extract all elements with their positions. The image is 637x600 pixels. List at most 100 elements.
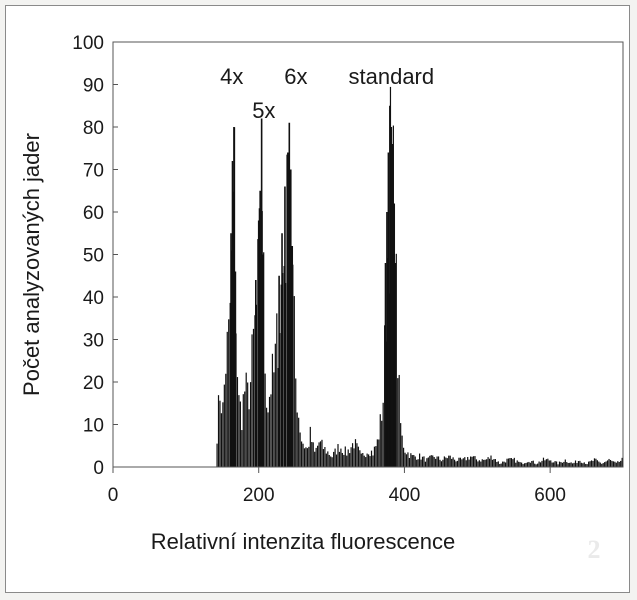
histogram-bar — [593, 458, 596, 467]
histogram-bar — [350, 447, 352, 467]
histogram-bar — [567, 462, 569, 467]
histogram-bar — [376, 439, 378, 467]
histogram-bar — [362, 453, 364, 467]
histogram-bar — [456, 460, 459, 467]
histogram-peak-bar — [233, 127, 235, 467]
histogram-bar — [572, 463, 574, 467]
x-tick-label: 400 — [389, 485, 421, 506]
histogram-bar — [490, 455, 492, 467]
histogram-bar — [318, 442, 320, 467]
watermark-figure-number: 2 — [588, 535, 601, 564]
histogram-bar — [519, 462, 521, 467]
histogram-bar — [344, 446, 346, 467]
histogram-peak-bar — [287, 152, 289, 467]
histogram-bar — [480, 461, 482, 467]
histogram-bar — [245, 372, 247, 467]
histogram-bar — [398, 374, 400, 467]
histogram-bar — [353, 448, 355, 467]
histogram-bar — [464, 457, 466, 467]
y-tick-label: 0 — [93, 458, 104, 479]
histogram-bar — [475, 459, 478, 467]
histogram-bar — [467, 457, 469, 467]
histogram-bar — [309, 426, 311, 467]
histogram-bar — [280, 284, 282, 467]
y-tick-label: 60 — [83, 203, 104, 224]
histogram-bar — [585, 463, 587, 467]
histogram-bar — [606, 460, 609, 467]
histogram-bar — [252, 328, 255, 467]
histogram-bar — [369, 456, 371, 467]
histogram-bar — [378, 439, 380, 467]
x-axis-label: Relativní intenzita fluorescence — [151, 529, 456, 554]
histogram-bar — [618, 461, 620, 467]
histogram-bar — [484, 459, 486, 467]
histogram-peak-bar — [262, 254, 264, 467]
histogram-bar — [472, 456, 475, 467]
histogram-bar — [249, 382, 252, 467]
histogram-bar — [595, 458, 597, 467]
histogram-bar — [611, 460, 613, 467]
histogram-peak-bar — [259, 190, 261, 467]
y-tick-label: 70 — [83, 161, 104, 182]
x-axis-ticks: 0 200 400 600 — [108, 467, 566, 506]
histogram-bar — [241, 430, 243, 467]
histogram-bar — [615, 462, 617, 467]
histogram-bar — [497, 461, 499, 467]
histogram-bar — [220, 413, 223, 467]
histogram-bar — [254, 315, 256, 467]
histogram-bar — [283, 265, 285, 467]
histogram-bar — [414, 456, 416, 467]
y-axis-label: Počet analyzovaných jader — [19, 133, 44, 396]
histogram-bar — [518, 461, 520, 467]
histogram-bar — [448, 455, 450, 467]
histogram-bar — [270, 394, 272, 467]
histogram-bar — [429, 455, 431, 467]
histogram-bar — [305, 447, 307, 467]
histogram-peak-bar — [284, 186, 286, 467]
histogram-bar — [596, 460, 598, 467]
histogram-bar — [553, 462, 555, 467]
histogram-peak-bar — [288, 122, 291, 467]
histogram-bar — [564, 459, 566, 467]
histogram-bar — [325, 453, 327, 467]
peak-annotations: 4x 5x 6x standard — [220, 64, 434, 123]
y-tick-label: 20 — [83, 373, 104, 394]
histogram-bar — [439, 459, 441, 467]
histogram-bar — [589, 461, 591, 467]
histogram-bar — [599, 462, 601, 467]
histogram-bar — [500, 463, 502, 467]
peak-label: 6x — [284, 64, 307, 89]
x-tick-label: 600 — [534, 485, 566, 506]
histogram-bar — [286, 154, 288, 467]
histogram-bar — [381, 420, 383, 467]
histogram-bar — [561, 462, 564, 467]
histogram-peak-bar — [390, 127, 393, 467]
histogram-bar — [420, 459, 422, 467]
histogram-bar — [502, 461, 504, 467]
histogram-bar — [296, 412, 298, 467]
histogram-bar — [379, 414, 381, 467]
histogram-bar — [404, 452, 406, 467]
histogram-bar — [493, 459, 495, 467]
histogram-bar — [602, 463, 604, 467]
histogram-bar — [257, 239, 259, 467]
histogram-bar — [222, 402, 224, 467]
histogram-peak-bar — [231, 161, 234, 467]
histogram-bar — [491, 459, 494, 467]
histogram-bar — [451, 458, 453, 467]
histogram-bar — [407, 452, 409, 467]
histogram-bar — [478, 460, 480, 467]
histogram-bar — [357, 446, 360, 467]
histogram-bar — [343, 454, 345, 467]
histogram-peak-bar — [234, 271, 237, 467]
histogram-bar — [248, 409, 250, 467]
histogram-bar — [247, 382, 249, 467]
histogram-bar — [547, 458, 549, 467]
histogram-bar — [228, 319, 230, 467]
histogram-bar — [293, 296, 295, 467]
histogram-bar — [535, 464, 537, 467]
histogram-bar — [483, 459, 485, 467]
histogram-bar — [347, 449, 349, 467]
histogram-bar — [523, 463, 526, 467]
histogram-bar — [408, 457, 411, 467]
